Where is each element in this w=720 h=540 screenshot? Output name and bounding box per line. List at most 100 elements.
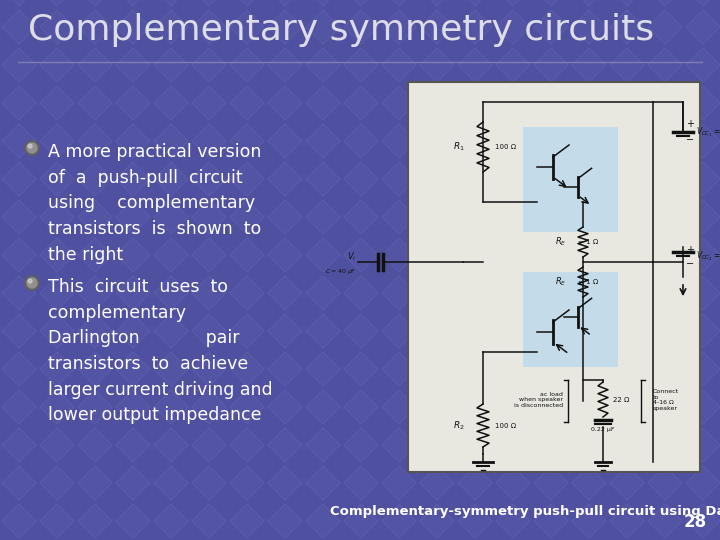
Polygon shape: [154, 162, 188, 196]
Polygon shape: [2, 48, 36, 82]
Polygon shape: [230, 0, 264, 6]
Polygon shape: [2, 352, 36, 386]
Polygon shape: [686, 48, 720, 82]
Polygon shape: [230, 10, 264, 44]
Polygon shape: [534, 504, 568, 538]
Text: = 1 Ω: = 1 Ω: [578, 279, 598, 285]
Polygon shape: [534, 276, 568, 310]
Text: This  circuit  uses  to
complementary
Darlington            pair
transistors  to: This circuit uses to complementary Darli…: [48, 278, 273, 424]
Polygon shape: [306, 124, 340, 158]
Polygon shape: [40, 10, 74, 44]
Polygon shape: [116, 352, 150, 386]
Polygon shape: [344, 238, 378, 272]
Polygon shape: [192, 200, 226, 234]
Polygon shape: [648, 314, 682, 348]
Polygon shape: [306, 200, 340, 234]
Polygon shape: [572, 314, 606, 348]
Polygon shape: [78, 238, 112, 272]
Polygon shape: [496, 124, 530, 158]
Polygon shape: [686, 314, 720, 348]
Polygon shape: [382, 162, 416, 196]
Polygon shape: [382, 200, 416, 234]
Polygon shape: [192, 428, 226, 462]
Polygon shape: [610, 86, 644, 120]
Polygon shape: [192, 352, 226, 386]
Polygon shape: [420, 314, 454, 348]
Polygon shape: [40, 504, 74, 538]
Polygon shape: [2, 466, 36, 500]
Polygon shape: [192, 314, 226, 348]
Polygon shape: [420, 162, 454, 196]
Polygon shape: [116, 48, 150, 82]
Polygon shape: [648, 504, 682, 538]
Polygon shape: [40, 428, 74, 462]
Circle shape: [27, 143, 37, 153]
Polygon shape: [2, 86, 36, 120]
Polygon shape: [420, 200, 454, 234]
Polygon shape: [534, 466, 568, 500]
Polygon shape: [686, 124, 720, 158]
Polygon shape: [648, 124, 682, 158]
Bar: [523, 127, 618, 232]
Polygon shape: [192, 10, 226, 44]
Polygon shape: [230, 352, 264, 386]
Polygon shape: [572, 86, 606, 120]
Polygon shape: [648, 238, 682, 272]
Text: −: −: [686, 135, 694, 145]
Polygon shape: [2, 200, 36, 234]
Polygon shape: [116, 428, 150, 462]
Polygon shape: [458, 390, 492, 424]
Polygon shape: [686, 390, 720, 424]
Polygon shape: [572, 124, 606, 158]
Polygon shape: [154, 200, 188, 234]
Text: $R_2$: $R_2$: [454, 420, 465, 432]
Polygon shape: [116, 200, 150, 234]
Polygon shape: [116, 314, 150, 348]
Polygon shape: [154, 390, 188, 424]
Polygon shape: [572, 428, 606, 462]
Polygon shape: [610, 466, 644, 500]
Polygon shape: [648, 466, 682, 500]
Polygon shape: [534, 48, 568, 82]
Polygon shape: [306, 428, 340, 462]
Polygon shape: [230, 162, 264, 196]
Text: $R_E$: $R_E$: [555, 276, 567, 288]
Polygon shape: [78, 352, 112, 386]
Text: $C=40\ \mu$F: $C=40\ \mu$F: [325, 267, 356, 276]
Polygon shape: [686, 200, 720, 234]
Text: $R_1$: $R_1$: [454, 141, 465, 153]
Polygon shape: [648, 428, 682, 462]
Polygon shape: [534, 0, 568, 6]
Polygon shape: [572, 504, 606, 538]
Polygon shape: [40, 466, 74, 500]
Polygon shape: [192, 390, 226, 424]
Polygon shape: [2, 276, 36, 310]
Polygon shape: [268, 86, 302, 120]
Text: = 1 Ω: = 1 Ω: [578, 239, 598, 245]
Polygon shape: [534, 314, 568, 348]
Polygon shape: [116, 0, 150, 6]
Polygon shape: [496, 48, 530, 82]
Polygon shape: [306, 352, 340, 386]
Polygon shape: [610, 352, 644, 386]
Polygon shape: [648, 352, 682, 386]
Polygon shape: [344, 10, 378, 44]
Polygon shape: [2, 504, 36, 538]
Polygon shape: [344, 352, 378, 386]
Text: Complementary symmetry circuits: Complementary symmetry circuits: [28, 13, 654, 47]
Polygon shape: [610, 200, 644, 234]
Polygon shape: [686, 0, 720, 6]
Polygon shape: [40, 238, 74, 272]
Polygon shape: [610, 124, 644, 158]
Polygon shape: [154, 48, 188, 82]
Text: $R_E$: $R_E$: [555, 236, 567, 248]
Polygon shape: [268, 428, 302, 462]
Polygon shape: [382, 238, 416, 272]
Polygon shape: [268, 124, 302, 158]
Text: +: +: [686, 119, 694, 129]
Polygon shape: [344, 200, 378, 234]
Polygon shape: [230, 390, 264, 424]
Polygon shape: [344, 428, 378, 462]
Polygon shape: [496, 276, 530, 310]
Polygon shape: [686, 428, 720, 462]
